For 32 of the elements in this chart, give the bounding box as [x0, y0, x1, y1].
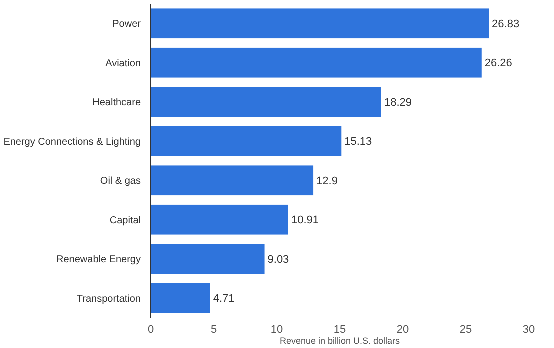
data-label: 9.03: [268, 254, 290, 266]
y-tick-label: Renewable Energy: [56, 254, 141, 266]
x-tick-label: 10: [270, 324, 284, 336]
y-tick-label: Healthcare: [92, 98, 142, 109]
data-label: 15.13: [344, 136, 372, 148]
bar: [151, 166, 314, 196]
y-tick-label: Transportation: [76, 294, 141, 305]
y-tick-label: Oil & gas: [100, 176, 141, 188]
bar: [151, 8, 490, 39]
data-label: 12.9: [316, 175, 338, 188]
y-tick-label: Energy Connections & Lighting: [4, 136, 141, 148]
y-tick-label: Aviation: [106, 58, 141, 70]
data-label: 18.29: [384, 96, 412, 109]
y-tick-label: Power: [112, 19, 142, 30]
x-tick-label: 0: [148, 324, 154, 336]
bar: [151, 48, 482, 78]
x-axis-title: Revenue in billion U.S. dollars: [280, 336, 401, 346]
bar: [151, 87, 382, 118]
data-label: 4.71: [213, 293, 235, 306]
bar: [151, 204, 288, 235]
x-tick-label: 25: [460, 324, 472, 336]
data-label: 26.26: [484, 58, 512, 70]
x-tick-label: 30: [522, 324, 536, 336]
bar: [151, 126, 342, 156]
x-tick-label: 5: [210, 324, 218, 336]
bar: [151, 283, 210, 314]
bar: [151, 244, 265, 274]
y-tick-label: Capital: [110, 215, 141, 226]
x-tick-label: 20: [396, 324, 410, 336]
data-label: 26.83: [492, 18, 520, 30]
data-label: 10.91: [291, 214, 319, 227]
x-tick-label: 15: [334, 324, 346, 336]
